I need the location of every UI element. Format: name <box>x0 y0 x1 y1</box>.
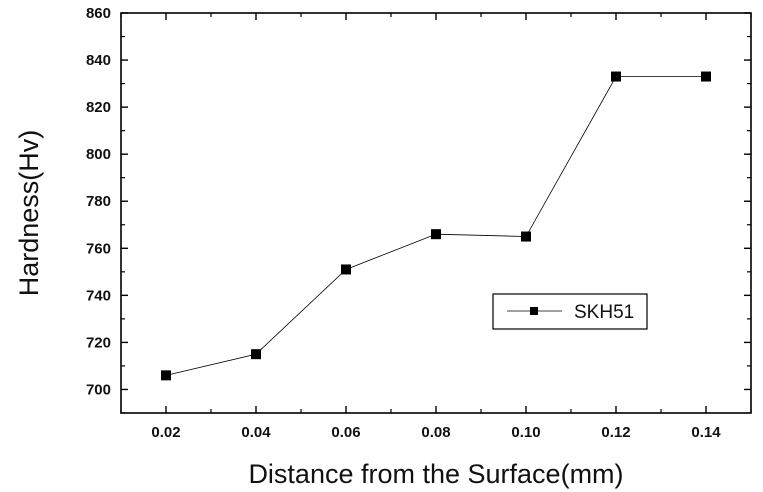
y-tick-label: 840 <box>86 52 111 69</box>
x-axis-ticks: 0.02 0.04 0.06 0.08 0.10 0.12 0.14 <box>120 13 752 441</box>
data-point-marker <box>431 229 441 240</box>
y-tick-label: 860 <box>86 5 111 22</box>
data-point-marker <box>701 71 711 82</box>
y-axis-ticks: 700 720 740 760 780 800 820 840 860 <box>86 5 751 414</box>
data-point-marker <box>521 231 531 242</box>
y-tick-label: 720 <box>86 334 111 351</box>
data-point-marker <box>161 370 171 381</box>
y-tick-label: 780 <box>86 193 111 210</box>
y-tick-label: 740 <box>86 287 111 304</box>
y-axis-title: Hardness(Hv) <box>14 130 44 297</box>
x-axis-title: Distance from the Surface(mm) <box>248 459 623 489</box>
data-point-marker <box>611 71 621 82</box>
x-tick-label: 0.06 <box>331 424 360 441</box>
plot-frame <box>120 12 752 414</box>
y-tick-label: 760 <box>86 240 111 257</box>
legend-label: SKH51 <box>574 302 634 323</box>
x-tick-label: 0.10 <box>511 424 540 441</box>
x-tick-label: 0.08 <box>421 424 450 441</box>
legend-marker <box>530 307 538 315</box>
x-tick-label: 0.04 <box>241 424 271 441</box>
series-skh51 <box>161 71 711 381</box>
x-tick-label: 0.02 <box>151 424 180 441</box>
legend-box <box>492 293 648 330</box>
y-tick-label: 700 <box>86 381 111 398</box>
y-tick-label: 820 <box>86 99 111 116</box>
x-tick-label: 0.14 <box>691 424 721 441</box>
y-tick-label: 800 <box>86 146 111 163</box>
series-line <box>165 76 706 376</box>
legend: SKH51 <box>492 293 648 330</box>
x-tick-label: 0.12 <box>601 424 630 441</box>
data-point-marker <box>341 264 351 275</box>
data-point-marker <box>251 349 261 360</box>
